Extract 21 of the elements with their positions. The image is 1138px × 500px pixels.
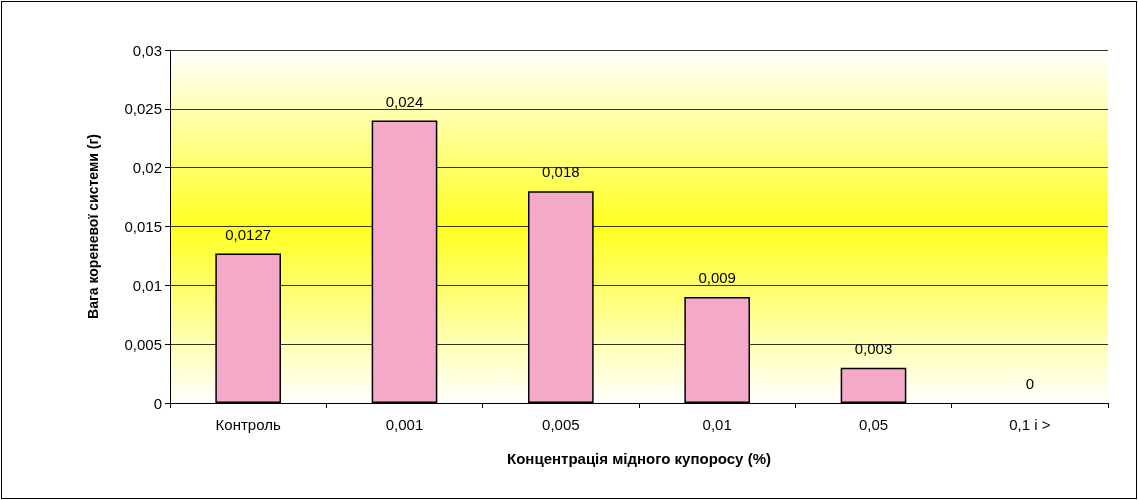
x-tick-label: 0,05 (858, 416, 889, 433)
x-tick-label: 0,001 (385, 416, 424, 433)
y-tick-label: 0,025 (124, 100, 162, 118)
data-label: 0,024 (385, 92, 424, 110)
y-tick-label: 0,005 (124, 335, 162, 353)
x-tick-label: 0,005 (542, 416, 580, 433)
data-label: 0,018 (542, 163, 580, 181)
y-tick-label: 0 (153, 394, 162, 412)
x-axis-title: Концентрація мідного купоросу (%) (507, 450, 771, 467)
y-tick-label: 0,03 (132, 41, 162, 59)
y-axis-title: Вага кореневої системи (г) (85, 134, 101, 319)
x-tick-label: 0,1 і > (1009, 416, 1051, 433)
data-label: 0 (1025, 375, 1035, 392)
data-label: 0,0127 (225, 225, 272, 243)
y-tick-label: 0,02 (132, 159, 162, 177)
y-tick-label: 0,01 (132, 276, 162, 294)
x-tick-label: Контроль (215, 416, 281, 433)
x-tick-label: 0,01 (702, 416, 732, 433)
data-label: 0,009 (698, 269, 736, 287)
y-tick-label: 0,015 (124, 218, 162, 235)
data-label: 0,003 (854, 339, 893, 357)
